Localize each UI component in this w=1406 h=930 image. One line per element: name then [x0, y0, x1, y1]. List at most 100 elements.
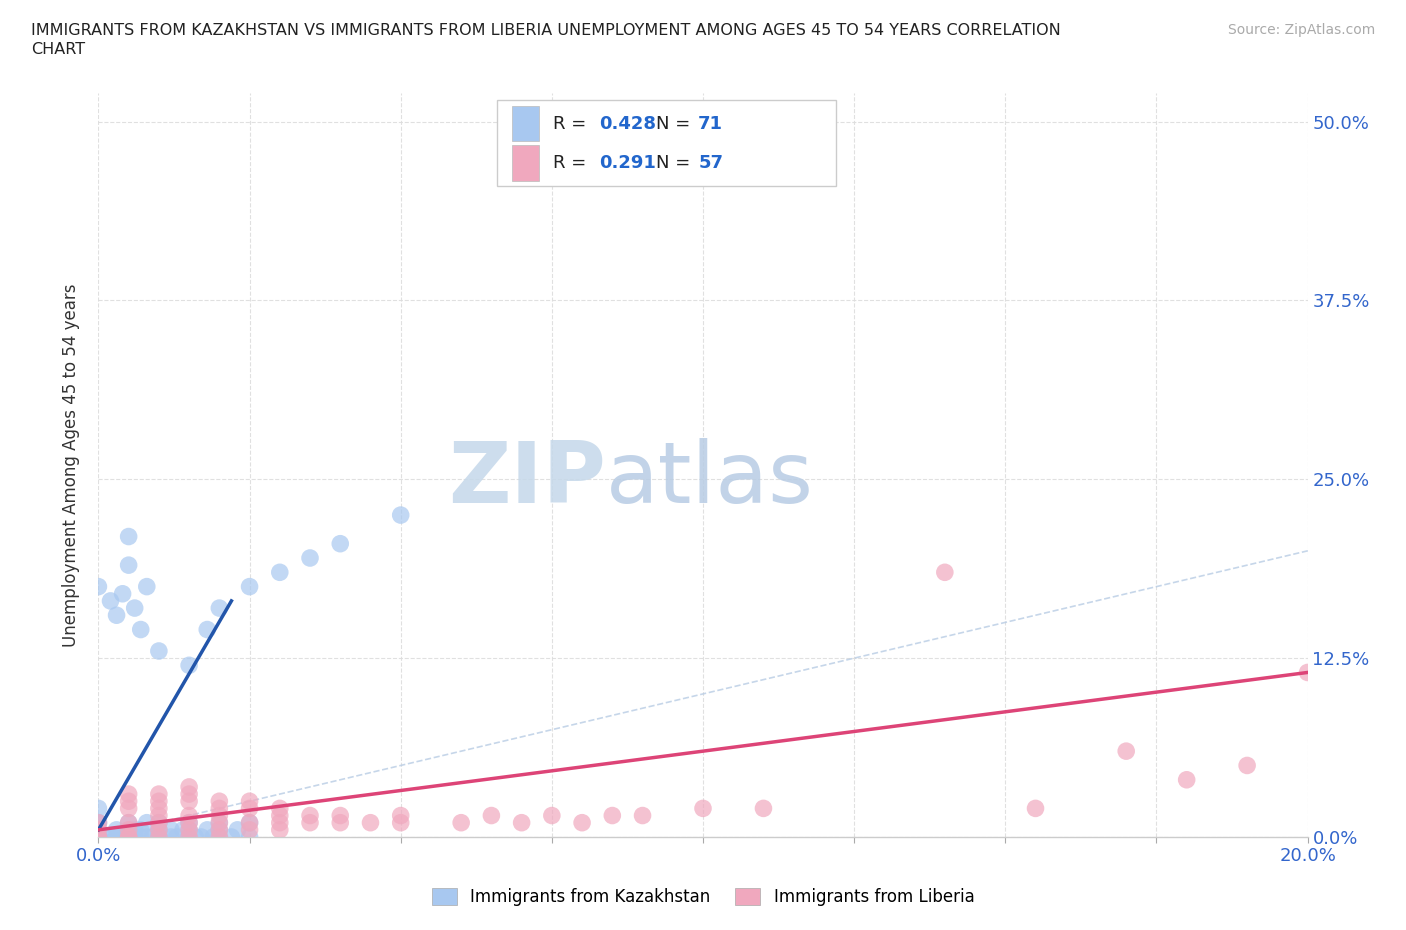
Point [631, 808, 654, 823]
Point [118, 822, 141, 837]
Point [179, 816, 201, 830]
Point [87, 830, 110, 844]
Point [179, 658, 201, 672]
Point [179, 830, 201, 844]
Point [1296, 665, 1319, 680]
Point [148, 830, 170, 844]
Point [87, 830, 110, 844]
Text: IMMIGRANTS FROM KAZAKHSTAN VS IMMIGRANTS FROM LIBERIA UNEMPLOYMENT AMONG AGES 45: IMMIGRANTS FROM KAZAKHSTAN VS IMMIGRANTS… [31, 23, 1060, 38]
Point [118, 794, 141, 809]
Point [87, 830, 110, 844]
Point [360, 816, 382, 830]
Point [87, 830, 110, 844]
Point [118, 830, 141, 844]
Text: 71: 71 [699, 114, 723, 133]
Point [87, 816, 110, 830]
Point [118, 787, 141, 802]
Point [389, 508, 412, 523]
Point [105, 822, 128, 837]
Point [87, 830, 110, 844]
Point [142, 830, 165, 844]
Point [226, 822, 249, 837]
Point [179, 822, 201, 837]
Point [148, 816, 170, 830]
Point [269, 816, 291, 830]
Point [239, 579, 262, 594]
Point [329, 816, 352, 830]
Text: 0.428: 0.428 [599, 114, 657, 133]
Point [481, 808, 503, 823]
Point [118, 822, 141, 837]
Point [179, 830, 201, 844]
Point [450, 816, 472, 830]
Point [148, 816, 170, 830]
Text: 0.291: 0.291 [599, 153, 655, 172]
Point [752, 801, 775, 816]
Text: R =: R = [553, 114, 592, 133]
Point [208, 822, 231, 837]
Point [118, 801, 141, 816]
Point [239, 822, 262, 837]
Text: N =: N = [655, 114, 696, 133]
Point [118, 830, 141, 844]
Point [179, 787, 201, 802]
Point [1236, 758, 1258, 773]
Point [208, 822, 231, 837]
Point [602, 808, 624, 823]
Point [105, 608, 128, 623]
Point [148, 822, 170, 837]
Point [692, 801, 714, 816]
Legend: Immigrants from Kazakhstan, Immigrants from Liberia: Immigrants from Kazakhstan, Immigrants f… [425, 881, 981, 912]
Text: ZIP: ZIP [449, 438, 606, 522]
Point [239, 801, 262, 816]
Point [239, 816, 262, 830]
Point [111, 830, 134, 844]
Point [179, 779, 201, 794]
Point [540, 808, 562, 823]
Point [208, 808, 231, 823]
Point [269, 808, 291, 823]
Point [1175, 772, 1198, 787]
Point [190, 830, 212, 844]
Point [148, 822, 170, 837]
Point [208, 830, 231, 844]
Point [100, 593, 122, 608]
Point [124, 822, 146, 837]
Point [100, 830, 122, 844]
Point [179, 822, 201, 837]
Point [208, 816, 231, 830]
Point [239, 816, 262, 830]
Point [87, 830, 110, 844]
Point [329, 537, 352, 551]
Point [148, 808, 170, 823]
Point [87, 830, 110, 844]
Point [166, 830, 188, 844]
Point [135, 816, 157, 830]
Point [111, 830, 134, 844]
Point [160, 822, 183, 837]
Point [389, 808, 412, 823]
Point [148, 830, 170, 844]
Point [389, 816, 412, 830]
Point [129, 822, 152, 837]
Point [87, 816, 110, 830]
Point [118, 529, 141, 544]
Point [87, 830, 110, 844]
Point [195, 622, 218, 637]
Point [148, 830, 170, 844]
Point [269, 565, 291, 579]
Point [269, 801, 291, 816]
Point [87, 830, 110, 844]
Point [87, 816, 110, 830]
Point [135, 579, 157, 594]
Point [179, 794, 201, 809]
Text: R =: R = [553, 153, 592, 172]
Point [208, 601, 231, 616]
Point [208, 816, 231, 830]
Point [195, 822, 218, 837]
Point [934, 565, 956, 579]
Point [1115, 744, 1137, 759]
Point [124, 830, 146, 844]
Text: N =: N = [655, 153, 696, 172]
Point [202, 830, 225, 844]
